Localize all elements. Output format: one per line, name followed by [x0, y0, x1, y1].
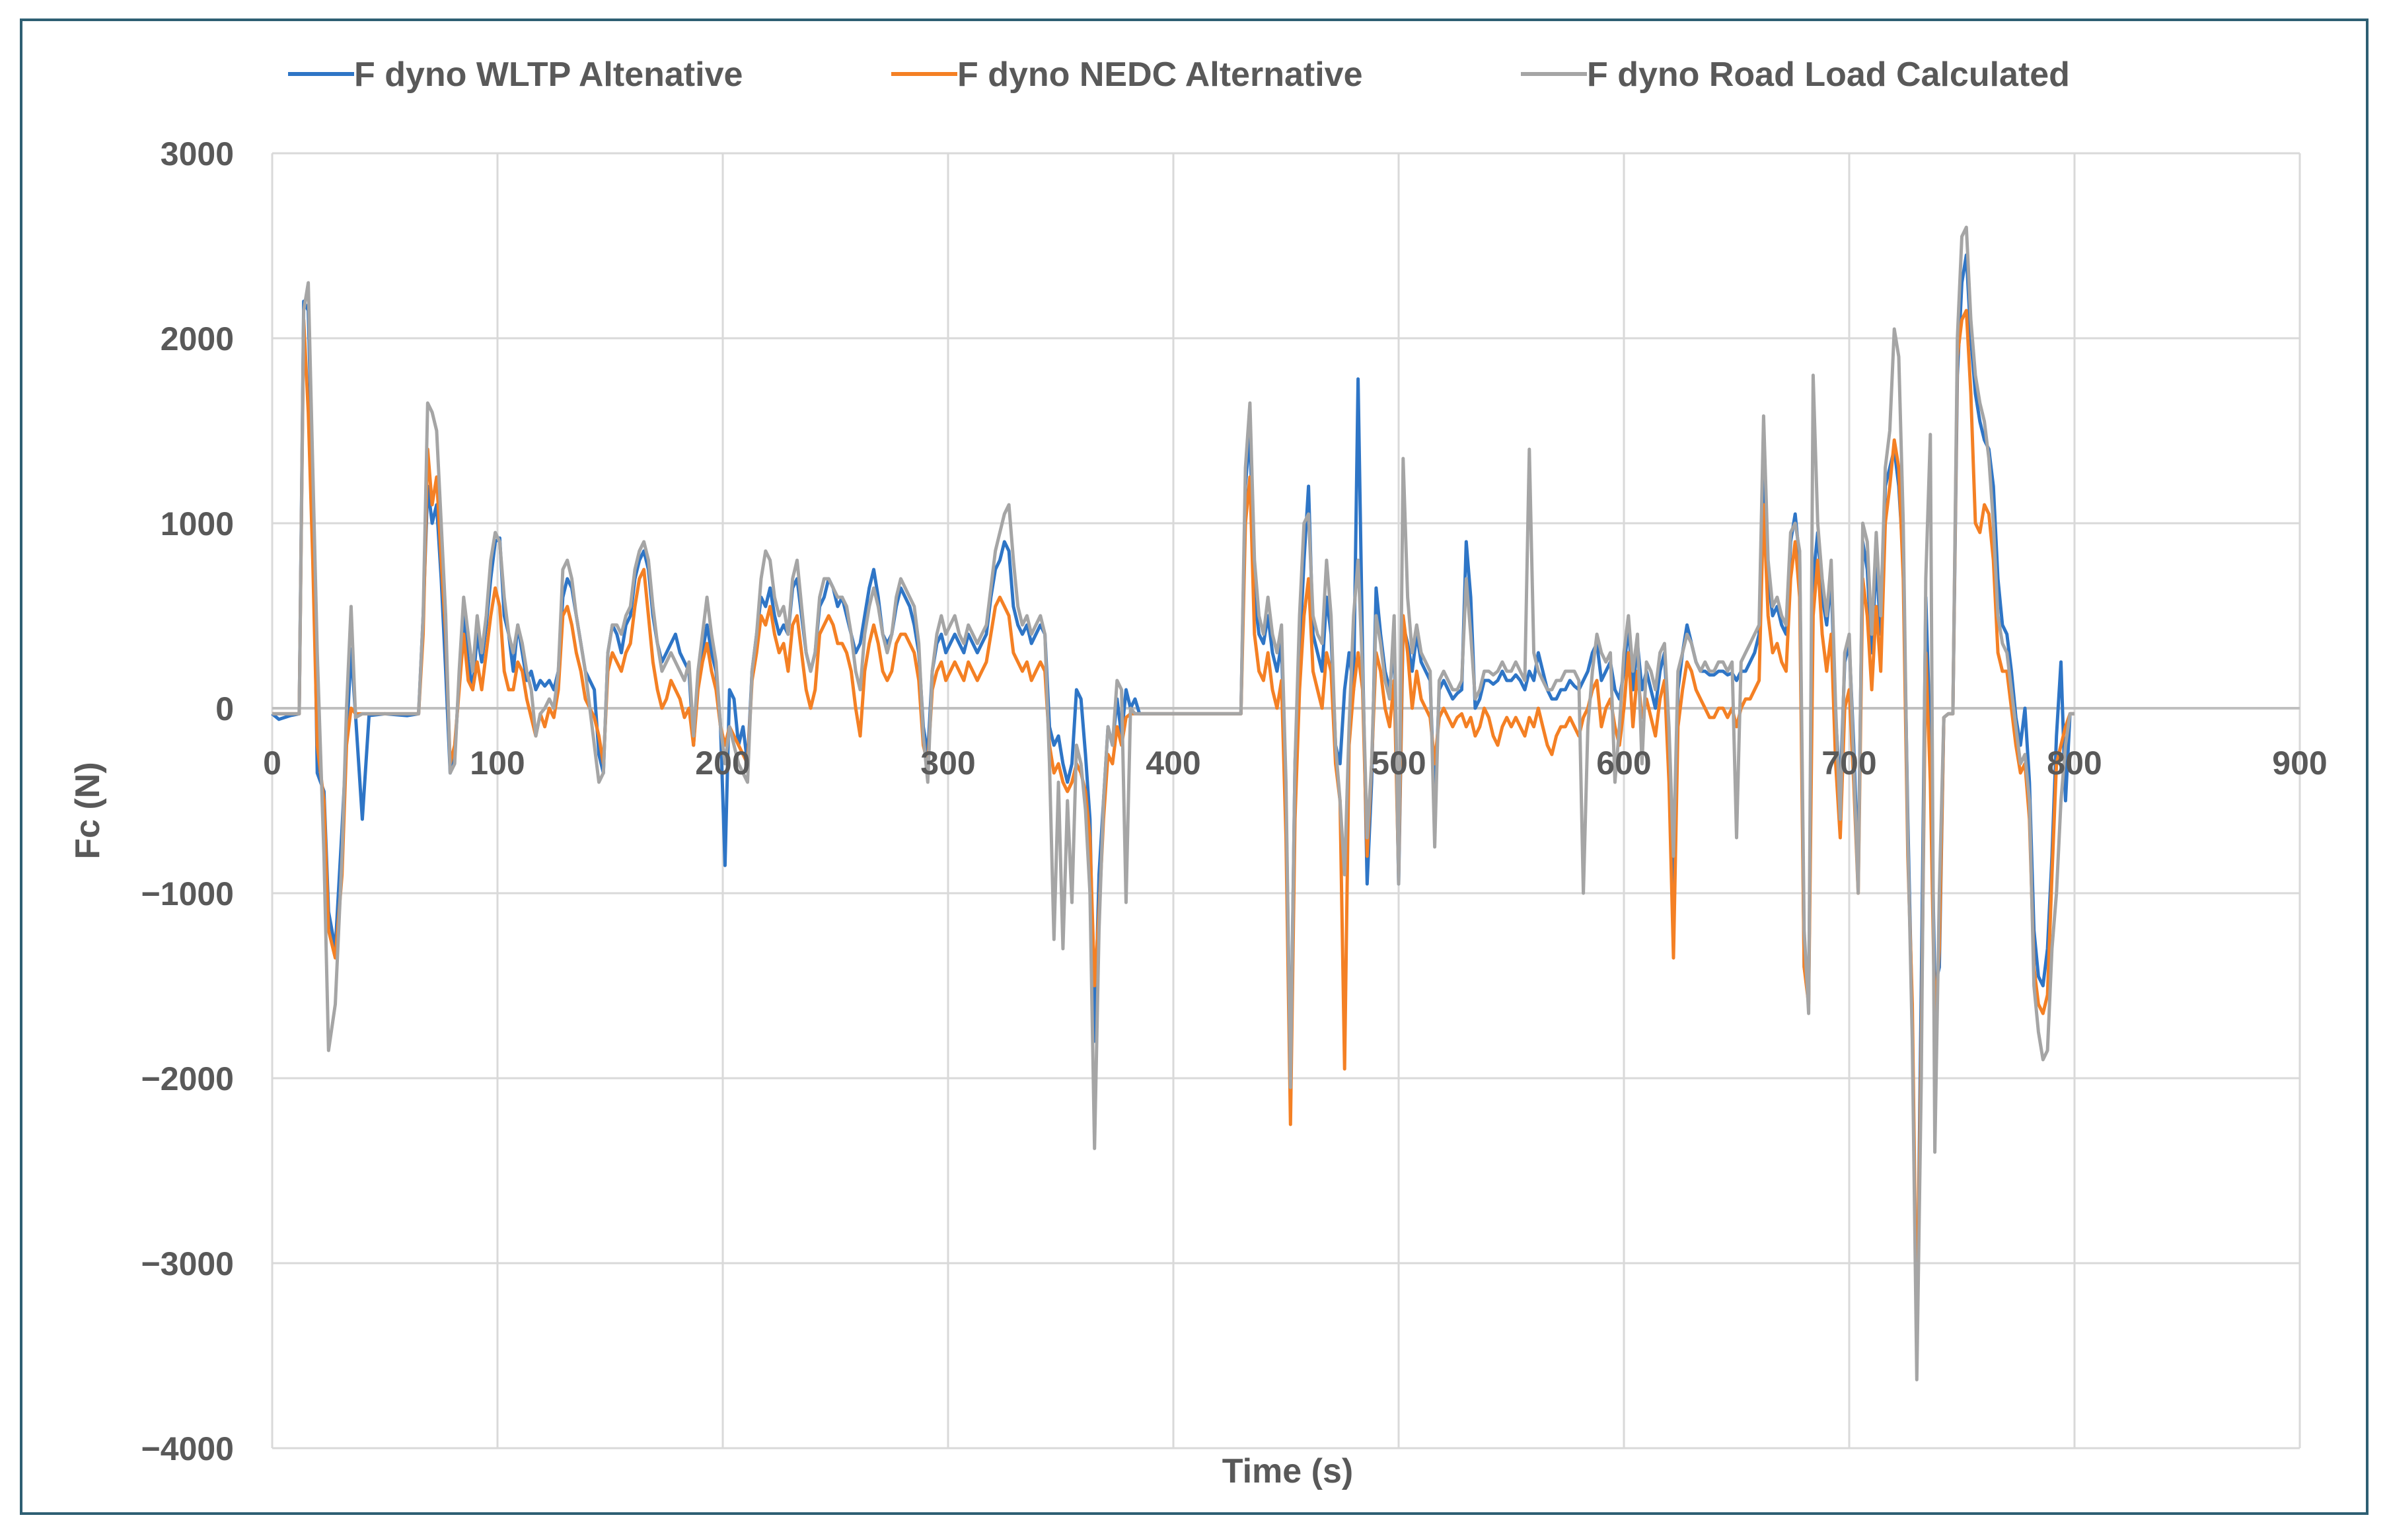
x-axis-title: Time (s) — [1222, 1452, 1353, 1490]
series-layer — [271, 225, 2075, 1381]
x-tick-label: 600 — [1596, 745, 1651, 782]
legend-label-2: F dyno NEDC Alternative — [957, 55, 1363, 94]
y-tick-label: 0 — [215, 690, 234, 727]
y-tick-label: −1000 — [141, 875, 234, 912]
y-tick-label: 1000 — [161, 505, 234, 542]
legend-label-1: F dyno WLTP Altenative — [354, 55, 743, 94]
x-tick-labels: 0 100 200 300 400 500 600 700 800 900 — [263, 745, 2328, 782]
x-tick-label: 900 — [2272, 745, 2327, 782]
x-tick-label: 300 — [920, 745, 975, 782]
y-tick-label: 3000 — [161, 135, 234, 172]
x-tick-label: 800 — [2047, 745, 2102, 782]
legend-label-3: F dyno Road Load Calculated — [1587, 55, 2070, 94]
y-tick-label: −3000 — [141, 1245, 234, 1282]
chart-frame: 0 100 200 300 400 500 600 700 800 900 3000 2000 100… — [20, 18, 2369, 1515]
x-tick-label: 200 — [695, 745, 750, 782]
x-tick-label: 100 — [470, 745, 525, 782]
series-line-3 — [272, 225, 2075, 1381]
y-tick-label: −2000 — [141, 1060, 234, 1097]
x-tick-label: 0 — [263, 745, 281, 782]
y-tick-labels: 3000 2000 1000 0 −1000 −2000 −3000 −4000 — [141, 135, 234, 1467]
x-tick-label: 400 — [1146, 745, 1200, 782]
y-tick-label: −4000 — [141, 1430, 234, 1467]
y-axis-title: Fc (N) — [69, 762, 107, 859]
y-tick-label: 2000 — [161, 320, 234, 357]
x-tick-label: 500 — [1371, 745, 1426, 782]
chart: 0 100 200 300 400 500 600 700 800 900 3000 2000 100… — [69, 55, 2328, 1490]
x-tick-label: 700 — [1821, 745, 1876, 782]
legend: F dyno WLTP Altenative F dyno NEDC Altern… — [288, 55, 2070, 94]
